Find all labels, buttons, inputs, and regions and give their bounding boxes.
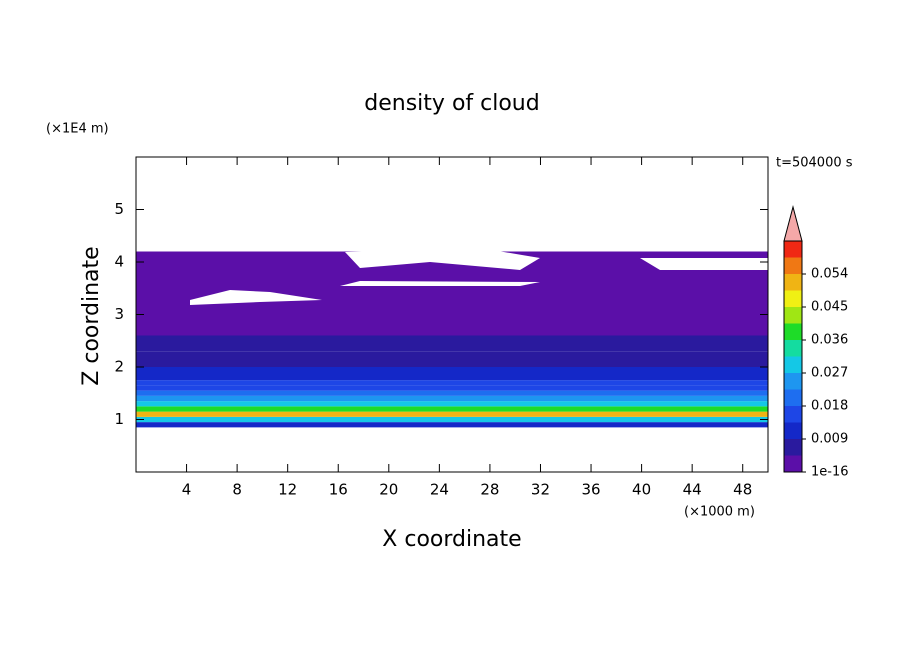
x-tick-label: 8 [232,481,242,499]
density-band [136,395,768,402]
x-axis-label: X coordinate [382,527,521,552]
y-tick-label: 5 [114,200,124,218]
colorbar-swatch [784,241,802,258]
x-tick-label: 4 [182,481,192,499]
y-tick-label: 1 [114,410,124,428]
colorbar-swatch [784,389,802,406]
density-band [136,385,768,391]
colorbar-swatch [784,356,802,373]
colorbar-label: 0.036 [811,333,848,348]
empty-region [640,258,768,270]
x-tick-label: 16 [329,481,348,499]
density-band [136,416,768,423]
colorbar-swatch [784,257,802,274]
colorbar-swatch [784,340,802,357]
colorbar-label: 0.045 [811,300,848,315]
colorbar-swatch [784,290,802,307]
colorbar-swatch [784,307,802,324]
density-band [136,314,768,336]
colorbar-label: 1e-16 [811,465,849,480]
colorbar-swatch [784,406,802,423]
x-tick-label: 24 [430,481,449,499]
time-label: t=504000 s [776,156,853,171]
x-tick-label: 36 [581,481,600,499]
colorbar-label: 0.054 [811,267,848,282]
density-band [136,367,768,381]
colorbar-over [783,205,803,242]
y-tick-label: 3 [114,305,124,323]
colorbar-label: 0.009 [811,432,848,447]
y-tick-label: 4 [114,253,124,271]
y-axis-label: Z coordinate [79,246,104,385]
colorbar-label: 0.018 [811,399,848,414]
density-band [136,380,768,386]
colorbar-swatch [784,274,802,291]
colorbar-swatch [784,455,802,472]
colorbar-label: 0.027 [811,366,848,381]
density-band [136,411,768,417]
empty-region [550,245,570,250]
empty-region [345,248,540,270]
colorbar-frame [783,240,803,473]
x-tick-label: 28 [480,481,499,499]
density-band [136,401,768,407]
x-tick-label: 40 [632,481,651,499]
x-tick-label: 12 [278,481,297,499]
x-unit: (×1000 m) [684,505,755,520]
y-tick-label: 2 [114,358,124,376]
y-unit: (×1E4 m) [46,122,109,137]
colorbar-swatch [784,439,802,456]
density-band [136,335,768,352]
x-tick-label: 44 [683,481,702,499]
chart-title: density of cloud [364,91,539,116]
x-tick-label: 20 [379,481,398,499]
density-band [136,406,768,412]
x-tick-label: 48 [733,481,752,499]
empty-region [190,290,322,305]
colorbar-swatch [784,422,802,439]
x-tick-label: 32 [531,481,550,499]
empty-region [340,281,540,286]
density-band [136,390,768,396]
density-band [136,351,768,367]
colorbar-swatch [784,373,802,390]
density-band [136,422,768,428]
colorbar-swatch [784,323,802,340]
